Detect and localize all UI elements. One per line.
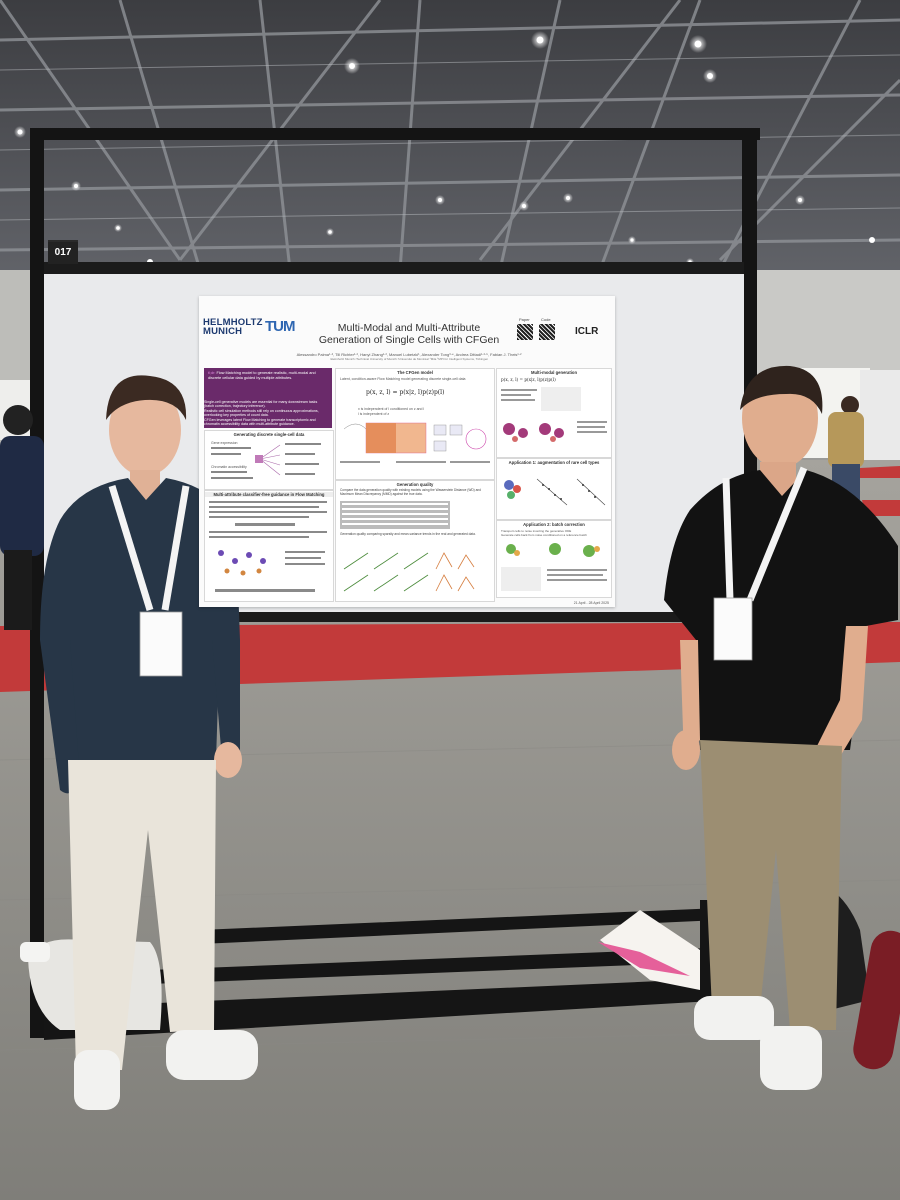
app2-section-title: Application 2: batch correction [523, 522, 585, 527]
ceiling-lights [14, 31, 875, 271]
guidance-section-title: Multi-attribute classifier-free guidance… [205, 492, 333, 497]
helmholtz-logo-line1: HELMHOLTZ [203, 317, 263, 328]
assumption-2: l is independent of z [358, 412, 390, 416]
model-subtitle: Latent, condition-aware Flow Matching mo… [340, 377, 466, 381]
poster-date-note: 21 April - 28 April 2025 [573, 601, 609, 605]
tldr-label: tl;dr: [208, 371, 216, 375]
iclr-logo: ICLR [575, 326, 599, 337]
app2-bullet-1: Transport cells to noise inverting the g… [501, 529, 572, 533]
poster-title-line2: Generation of Single Cells with CFGen [318, 334, 500, 346]
model-equation: p(x, z, l) = p(x|z, l)p(z)p(l) [366, 389, 445, 396]
person-right [664, 365, 898, 1090]
app2-bullet-2: Generate cells back from noise condition… [501, 533, 587, 537]
poster-title: Multi-Modal and Multi-Attribute Generati… [309, 322, 509, 346]
tum-logo: TUM [265, 318, 295, 335]
person-left [40, 375, 258, 1110]
tldr-text: Flow Matching model to generate realisti… [208, 371, 316, 380]
app2-section: Application 2: batch correction Transpor… [496, 520, 612, 598]
multimodal-section: Multi-modal generation p(x, z, l) = p(x|… [496, 368, 612, 458]
background-person-left [0, 405, 44, 630]
code-qr-label: Code [541, 317, 551, 322]
code-qr-code [539, 324, 555, 340]
intro-bullet: CFGen leverages latent Flow Matching to … [204, 417, 316, 427]
generating-section: Generating discrete single-cell data Gen… [204, 430, 334, 490]
poster-tube [853, 930, 900, 1070]
paper-qr-label: Paper [519, 317, 530, 322]
poster: HELMHOLTZ MUNICH TUM Multi-Modal and Mul… [199, 296, 615, 607]
poster-authors: Alessandro Palma¹·², Till Richter¹·², Ha… [296, 352, 522, 357]
gene-expression-label: Gene expression [211, 441, 238, 445]
tldr-box: tl;dr: Flow Matching model to generate r… [204, 368, 332, 428]
chromatin-accessibility-label: Chromatin accessibility [211, 465, 247, 469]
helmholtz-logo-line2: MUNICH [203, 326, 243, 337]
poster-header: HELMHOLTZ MUNICH TUM Multi-Modal and Mul… [199, 296, 615, 364]
guidance-section: Multi-attribute classifier-free guidance… [204, 490, 334, 602]
multimodal-equation: p(x, z, l) = p(x|z, l)p(z)p(l) [501, 377, 556, 382]
quality-text: Compare the data generation quality with… [340, 488, 481, 496]
poster-title-line1: Multi-Modal and Multi-Attribute [337, 322, 481, 334]
quality-section-title: Generation quality [396, 482, 434, 487]
app1-section-title: Application 1: augmentation of rare cell… [508, 460, 600, 465]
paper-qr-code [517, 324, 533, 340]
booth-number-badge: 017 [48, 242, 78, 264]
intro-bullet: Realistic cell simulation methods still … [204, 408, 319, 418]
generating-section-title: Generating discrete single-cell data [233, 432, 305, 437]
poster-affiliations: ¹Helmholtz Munich ²Technical University … [329, 357, 489, 361]
helmholtz-logo: HELMHOLTZ MUNICH [203, 317, 263, 337]
assumption-1: x is independent of l conditioned on z a… [358, 407, 425, 411]
model-section-title: The CFGen model [397, 370, 433, 375]
quality-section: Generation quality Compare the data gene… [335, 480, 495, 602]
quality-note: Generation quality comparing sparsity an… [340, 532, 476, 536]
intro-bullet: Single-cell generative models are essent… [204, 400, 318, 409]
multimodal-section-title: Multi-modal generation [530, 370, 578, 375]
model-section: The CFGen model Latent, condition-aware … [335, 368, 495, 480]
app1-section: Application 1: augmentation of rare cell… [496, 458, 612, 520]
